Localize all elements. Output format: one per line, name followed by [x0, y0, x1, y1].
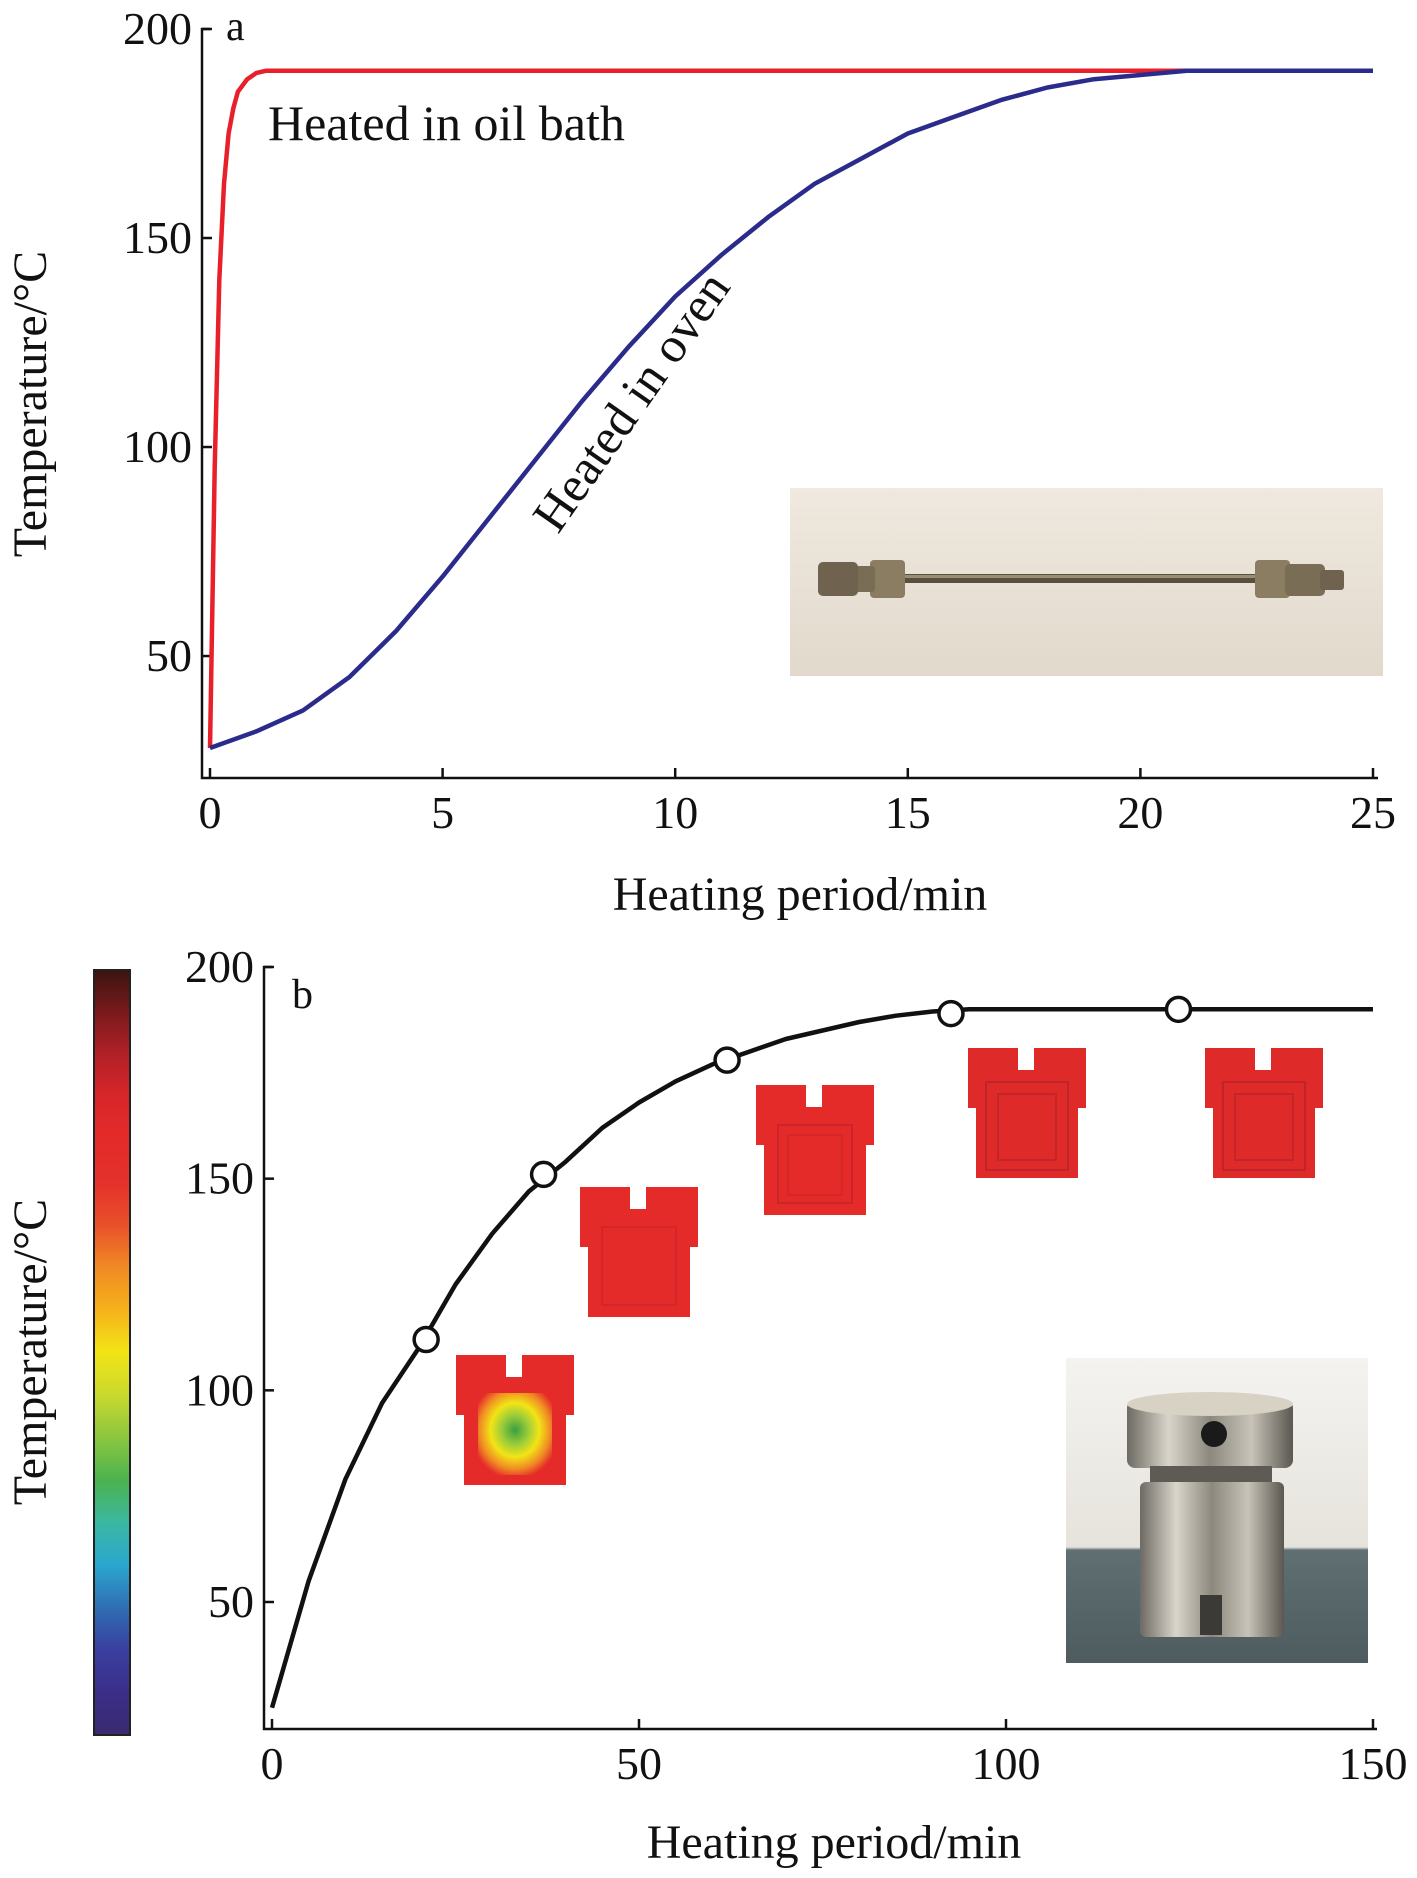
panel-b-y-tick-label: 200 — [185, 941, 254, 992]
thermal-section-3 — [756, 1085, 874, 1215]
annotation-oven: Heated in oven — [521, 261, 740, 541]
panel-b-x-tick-label: 0 — [261, 1738, 284, 1789]
panel-a-x-axis-label: Heating period/min — [613, 868, 988, 921]
thermal-section-1 — [456, 1355, 574, 1485]
panel-a-x-tick-label: 15 — [885, 787, 931, 838]
panel-a-y-tick-label: 50 — [146, 630, 192, 681]
panel-a-label: a — [226, 4, 245, 50]
panel-a-ticks — [202, 27, 1375, 778]
annotation-oil-bath: Heated in oil bath — [268, 95, 625, 151]
panel-a-x-tick-label: 25 — [1350, 787, 1396, 838]
panel-a-series — [207, 68, 1373, 751]
panel-b-y-tick-label: 150 — [185, 1153, 254, 1204]
panel-b-x-axis-label: Heating period/min — [647, 1816, 1022, 1869]
panel-b-label: b — [292, 972, 313, 1018]
panel-b-y-tick-label: 100 — [185, 1364, 254, 1415]
panel-b-series — [269, 995, 1373, 1709]
panel-b-data-marker — [713, 1046, 741, 1074]
panel-a-y-tick-label: 150 — [123, 212, 192, 263]
panel-a-x-tick-label: 5 — [431, 787, 454, 838]
panel-a-series-line-1 — [207, 68, 1373, 749]
panel-b-data-marker — [1164, 995, 1193, 1024]
panel-b-x-tick-label: 150 — [1339, 1738, 1408, 1789]
panel-b-x-tick-label: 50 — [616, 1738, 662, 1789]
panel-b-x-tick-label: 100 — [972, 1738, 1041, 1789]
panel-a: 0 5 10 15 20 25 50 100 150 200 a Heating period/m… — [4, 3, 1396, 921]
thermal-section-4 — [968, 1048, 1086, 1178]
panel-b-data-marker — [937, 999, 965, 1028]
panel-b-ticks — [264, 965, 1375, 1729]
thermal-section-2 — [580, 1187, 698, 1317]
panel-b-y-axis-label: Temperature/°C — [4, 1199, 57, 1505]
panel-b: 0 50 100 150 50 100 150 200 b Heating period/mi… — [4, 941, 1408, 1869]
panel-a-series-line-2 — [209, 68, 1373, 751]
panel-a-y-tick-label: 100 — [123, 421, 192, 472]
panel-b-tick-labels: 0 50 100 150 50 100 150 200 — [185, 941, 1408, 1789]
inset-photo-vessel — [1066, 1358, 1368, 1663]
temperature-colorbar — [93, 969, 131, 1736]
panel-a-y-tick-label: 200 — [123, 3, 192, 54]
panel-b-y-tick-label: 50 — [208, 1576, 254, 1627]
panel-b-data-marker — [529, 1160, 558, 1189]
thermal-section-5 — [1205, 1048, 1323, 1178]
panel-a-y-axis-label: Temperature/°C — [4, 251, 57, 557]
panel-b-data-marker — [412, 1325, 440, 1354]
inset-photo-tube — [790, 488, 1383, 676]
panel-a-x-tick-label: 20 — [1117, 787, 1163, 838]
panel-a-x-tick-label: 0 — [199, 787, 222, 838]
panel-a-x-tick-label: 10 — [652, 787, 698, 838]
panel-a-tick-labels: 0 5 10 15 20 25 50 100 150 200 — [123, 3, 1396, 838]
